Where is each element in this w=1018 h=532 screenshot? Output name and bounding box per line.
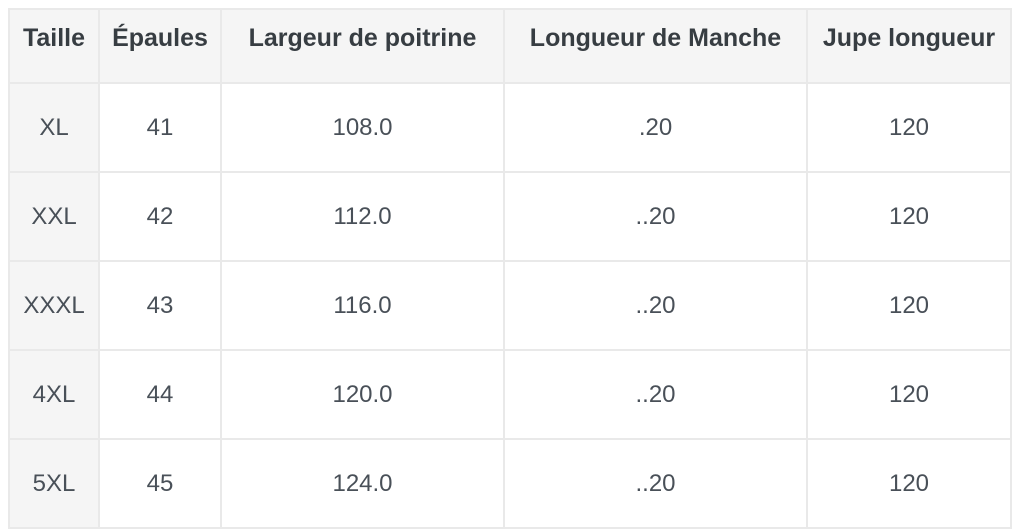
table-cell: 112.0 (220, 171, 505, 262)
column-header-jupe-longueur: Jupe longueur (806, 8, 1012, 84)
table-cell: 124.0 (220, 438, 505, 529)
size-cell: XXL (8, 171, 100, 262)
size-chart-table: Taille Épaules Largeur de poitrine Longu… (8, 8, 1012, 529)
table-cell: 45 (98, 438, 222, 529)
table-cell: ..20 (503, 260, 808, 351)
column-header-longueur-de-manche: Longueur de Manche (503, 8, 808, 84)
table-body: XL 41 108.0 .20 120 XXL 42 112.0 ..20 12… (8, 82, 1012, 529)
table-row: XXL 42 112.0 ..20 120 (8, 171, 1012, 262)
table-cell: ..20 (503, 171, 808, 262)
table-cell: 116.0 (220, 260, 505, 351)
table-cell: 120 (806, 438, 1012, 529)
size-cell: XXXL (8, 260, 100, 351)
table-row: XL 41 108.0 .20 120 (8, 82, 1012, 173)
table-header: Taille Épaules Largeur de poitrine Longu… (8, 8, 1012, 84)
table-cell: 44 (98, 349, 222, 440)
table-cell: .20 (503, 82, 808, 173)
table-cell: 43 (98, 260, 222, 351)
header-row: Taille Épaules Largeur de poitrine Longu… (8, 8, 1012, 84)
table-cell: 120.0 (220, 349, 505, 440)
table-cell: 42 (98, 171, 222, 262)
column-header-largeur-de-poitrine: Largeur de poitrine (220, 8, 505, 84)
table-cell: 120 (806, 349, 1012, 440)
table-cell: 108.0 (220, 82, 505, 173)
table-cell: 120 (806, 260, 1012, 351)
table-row: XXXL 43 116.0 ..20 120 (8, 260, 1012, 351)
column-header-epaules: Épaules (98, 8, 222, 84)
size-cell: 5XL (8, 438, 100, 529)
table-row: 4XL 44 120.0 ..20 120 (8, 349, 1012, 440)
table-cell: 41 (98, 82, 222, 173)
table-cell: 120 (806, 171, 1012, 262)
size-cell: 4XL (8, 349, 100, 440)
table-cell: 120 (806, 82, 1012, 173)
table-row: 5XL 45 124.0 ..20 120 (8, 438, 1012, 529)
column-header-taille: Taille (8, 8, 100, 84)
table-cell: ..20 (503, 349, 808, 440)
table-cell: ..20 (503, 438, 808, 529)
size-cell: XL (8, 82, 100, 173)
